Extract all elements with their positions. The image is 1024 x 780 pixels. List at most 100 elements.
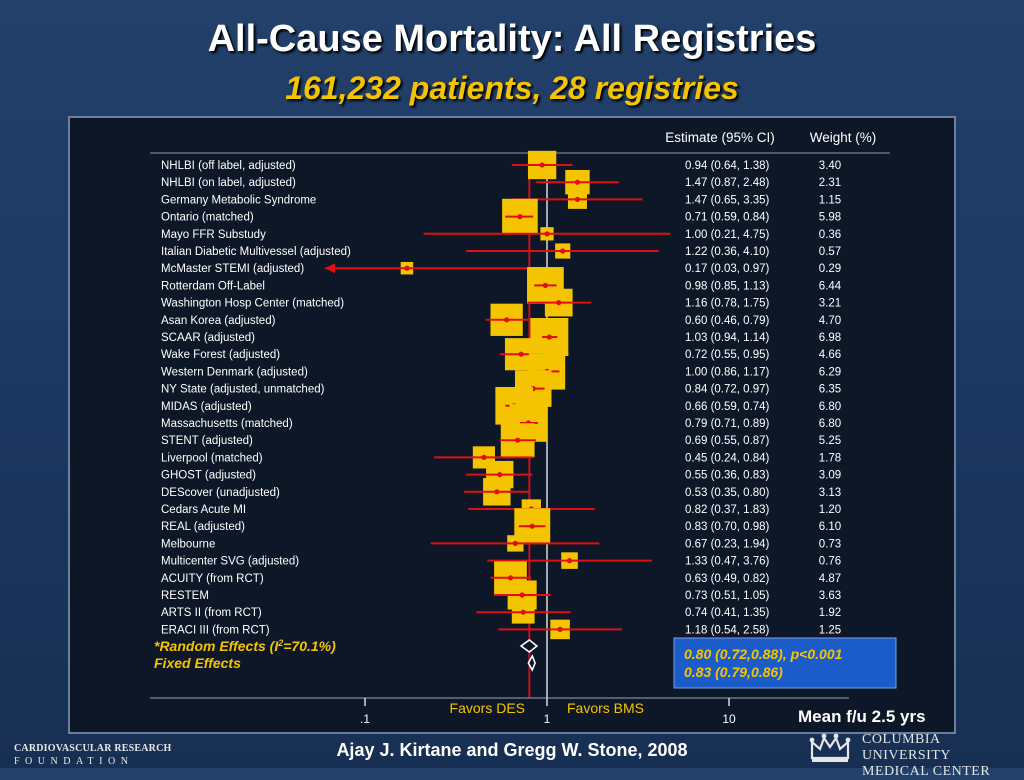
estimate-value: 0.60 (0.46, 0.79): [685, 315, 770, 327]
estimate-value: 0.66 (0.59, 0.74): [685, 401, 770, 413]
point-estimate: [404, 265, 410, 271]
estimate-value: 0.82 (0.37, 1.83): [685, 504, 770, 516]
study-label: Liverpool (matched): [161, 452, 263, 464]
point-estimate: [520, 609, 526, 615]
study-label: McMaster STEMI (adjusted): [161, 263, 304, 275]
crf-logo: CARDIOVASCULAR RESEARCH FOUNDATION: [14, 743, 172, 767]
weight-value: 0.36: [819, 229, 841, 241]
slide-title: All-Cause Mortality: All Registries: [207, 18, 817, 60]
point-estimate: [566, 558, 573, 564]
point-estimate: [574, 179, 581, 185]
mean-follow-up-note: Mean f/u 2.5 yrs: [798, 707, 926, 726]
x-tick-label: .1: [360, 712, 370, 726]
estimate-value: 0.67 (0.23, 1.94): [685, 538, 770, 550]
weight-value: 6.44: [819, 280, 842, 292]
study-label: Asan Korea (adjusted): [161, 315, 276, 327]
forest-plot-panel: Estimate (95% CI) Weight (%) NHLBI (off la…: [68, 116, 956, 734]
summary-result-text: 0.80 (0.72,0.88), p<0.001: [684, 646, 843, 662]
columbia-logo-line2: MEDICAL CENTER: [862, 764, 991, 779]
weight-value: 0.29: [819, 263, 841, 275]
study-label: Rotterdam Off-Label: [161, 280, 265, 292]
study-label: NHLBI (off label, adjusted): [161, 160, 296, 172]
estimate-value: 0.83 (0.70, 0.98): [685, 521, 770, 533]
point-estimate: [517, 214, 523, 220]
point-estimate: [542, 282, 549, 288]
estimate-value: 0.45 (0.24, 0.84): [685, 452, 770, 464]
study-label: MIDAS (adjusted): [161, 401, 252, 413]
study-label: DEScover (unadjusted): [161, 487, 280, 499]
point-estimate: [512, 540, 518, 546]
estimate-value: 0.17 (0.03, 0.97): [685, 263, 770, 275]
crown-icon: [809, 733, 851, 762]
study-label: Melbourne: [161, 538, 215, 550]
study-label: Western Denmark (adjusted): [161, 366, 308, 378]
summary-result-text: 0.83 (0.79,0.86): [684, 664, 783, 680]
weight-value: 6.98: [819, 332, 841, 344]
estimate-value: 0.63 (0.49, 0.82): [685, 573, 770, 585]
study-label: RESTEM: [161, 590, 209, 602]
point-estimate: [544, 231, 550, 237]
crf-logo-line1: CARDIOVASCULAR RESEARCH: [14, 743, 172, 754]
summary-diamond: [527, 654, 536, 672]
estimate-value: 0.69 (0.55, 0.87): [685, 435, 770, 447]
x-tick-label: 1: [544, 712, 551, 726]
study-label: Cedars Acute MI: [161, 504, 246, 516]
study-label: SCAAR (adjusted): [161, 332, 255, 344]
weight-value: 1.92: [819, 607, 841, 619]
estimate-value: 1.03 (0.94, 1.14): [685, 332, 770, 344]
estimate-value: 1.47 (0.87, 2.48): [685, 177, 770, 189]
study-label: ACUITY (from RCT): [161, 573, 264, 585]
ci-arrow: [325, 263, 335, 274]
study-label: Wake Forest (adjusted): [161, 349, 280, 361]
forest-plot: Estimate (95% CI) Weight (%) NHLBI (off la…: [150, 130, 897, 726]
point-estimate: [497, 472, 503, 478]
weight-value: 4.66: [819, 349, 841, 361]
estimate-value: 0.72 (0.55, 0.95): [685, 349, 770, 361]
point-estimate: [546, 334, 552, 340]
weight-value: 3.09: [819, 470, 841, 482]
study-label: REAL (adjusted): [161, 521, 245, 533]
summary-result-box: [673, 637, 897, 689]
study-label: Multicenter SVG (adjusted): [161, 556, 299, 568]
estimate-value: 1.22 (0.36, 4.10): [685, 246, 770, 258]
point-estimate: [560, 248, 566, 254]
favors-bms-label: Favors BMS: [567, 700, 644, 716]
estimate-value: 0.84 (0.72, 0.97): [685, 384, 770, 396]
point-estimate: [504, 317, 510, 323]
crf-logo-line2: FOUNDATION: [14, 756, 134, 767]
weight-value: 0.57: [819, 246, 841, 258]
point-estimate: [557, 626, 563, 632]
study-label: ARTS II (from RCT): [161, 607, 262, 619]
weight-value: 6.80: [819, 401, 841, 413]
point-estimate: [481, 454, 487, 460]
point-estimate: [556, 300, 562, 306]
point-estimate: [507, 575, 514, 581]
weight-header: Weight (%): [810, 130, 877, 145]
slide-subtitle: 161,232 patients, 28 registries: [285, 70, 739, 106]
point-estimate: [518, 351, 524, 357]
point-estimate: [519, 592, 525, 598]
columbia-logo: COLUMBIA UNIVERSITY MEDICAL CENTER: [808, 730, 1018, 779]
study-label: NY State (adjusted, unmatched): [161, 384, 325, 396]
weight-value: 4.87: [819, 573, 841, 585]
weight-value: 3.13: [819, 487, 841, 499]
weight-value: 6.80: [819, 418, 841, 430]
weight-value: 6.10: [819, 521, 841, 533]
estimate-value: 0.55 (0.36, 0.83): [685, 470, 770, 482]
study-label: Mayo FFR Substudy: [161, 229, 266, 241]
weight-value: 3.63: [819, 590, 841, 602]
estimate-value: 1.00 (0.21, 4.75): [685, 229, 770, 241]
study-label: STENT (adjusted): [161, 435, 253, 447]
estimate-value: 0.73 (0.51, 1.05): [685, 590, 770, 602]
estimate-header: Estimate (95% CI): [665, 130, 775, 145]
point-estimate: [574, 196, 581, 202]
point-estimate: [529, 523, 535, 529]
estimate-value: 0.79 (0.71, 0.89): [685, 418, 770, 430]
author-credit: Ajay J. Kirtane and Gregg W. Stone, 2008: [336, 740, 688, 760]
x-tick-label: 10: [722, 712, 736, 726]
study-label: ERACI III (from RCT): [161, 624, 270, 636]
weight-value: 6.35: [819, 384, 841, 396]
weight-value: 2.31: [819, 177, 841, 189]
columbia-logo-line1: COLUMBIA UNIVERSITY: [862, 732, 951, 763]
weight-value: 5.98: [819, 212, 841, 224]
